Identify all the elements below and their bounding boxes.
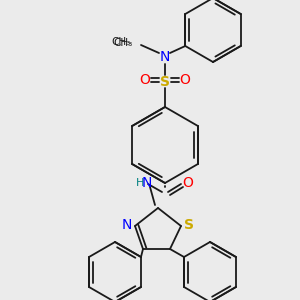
- Text: O: O: [180, 73, 190, 87]
- Text: O: O: [183, 176, 194, 190]
- Text: N: N: [160, 50, 170, 64]
- Text: S: S: [184, 218, 194, 232]
- Text: O: O: [140, 73, 150, 87]
- Text: CH₃: CH₃: [114, 38, 133, 48]
- Text: CH₃: CH₃: [112, 37, 131, 47]
- Text: N: N: [122, 218, 132, 232]
- Text: N: N: [142, 176, 152, 190]
- Text: H: H: [136, 178, 144, 188]
- Text: S: S: [160, 75, 170, 89]
